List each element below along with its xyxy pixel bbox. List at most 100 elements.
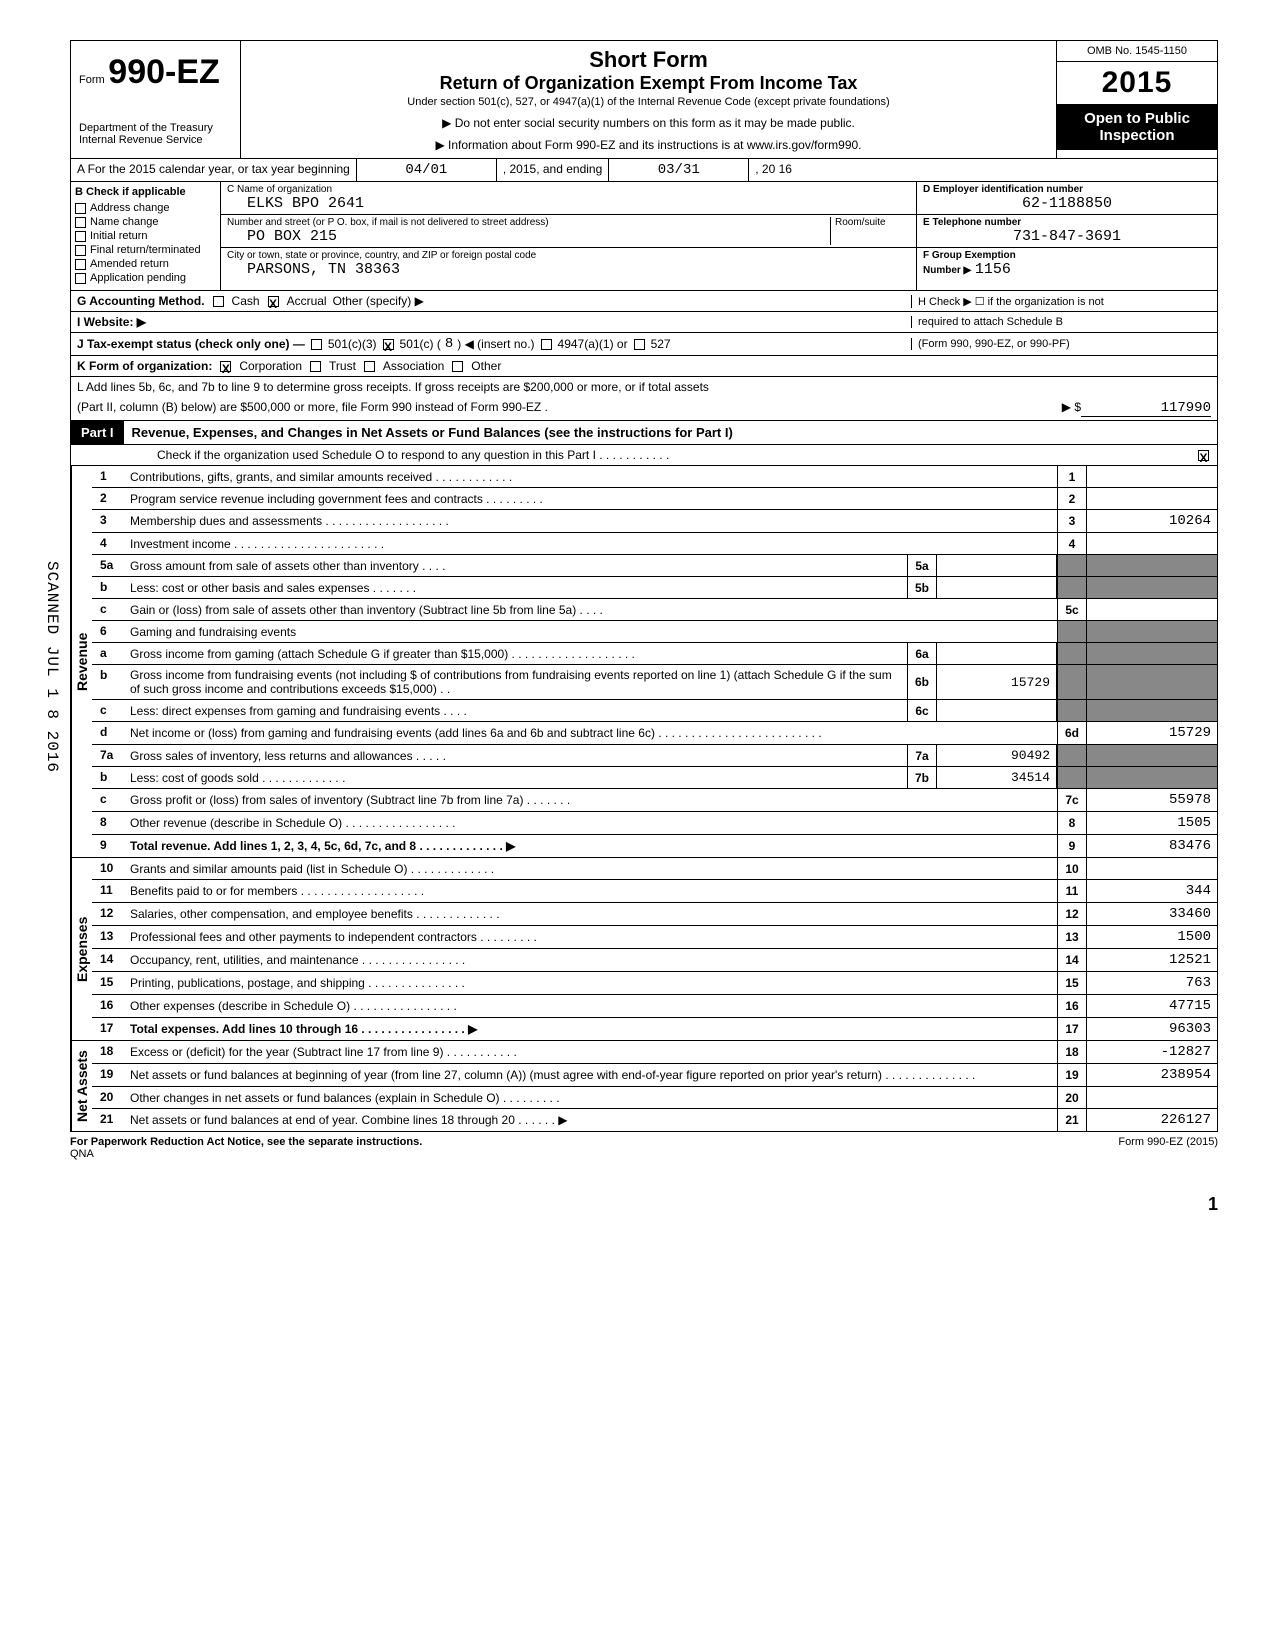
chk-schedule-o[interactable]: X <box>1198 450 1209 461</box>
gross-receipts: 117990 <box>1081 400 1211 417</box>
line-4-desc: Investment income . . . . . . . . . . . … <box>126 533 1057 554</box>
line-8-val: 1505 <box>1087 812 1217 834</box>
chk-initial-return[interactable]: Initial return <box>75 230 216 242</box>
line-20-desc: Other changes in net assets or fund bala… <box>126 1087 1057 1108</box>
line-19-desc: Net assets or fund balances at beginning… <box>126 1064 1057 1086</box>
line-15-val: 763 <box>1087 972 1217 994</box>
line-k-label: K Form of organization: <box>77 359 212 373</box>
chk-final-return[interactable]: Final return/terminated <box>75 244 216 256</box>
form-prefix: Form <box>79 74 105 86</box>
line-6c-mv <box>937 700 1057 721</box>
line-2-val <box>1087 488 1217 509</box>
chk-address-change[interactable]: Address change <box>75 202 216 214</box>
chk-association[interactable] <box>364 361 375 372</box>
line-17-desc: Total expenses. Add lines 10 through 16 … <box>126 1018 1057 1040</box>
line-6d-rn: 6d <box>1057 722 1087 744</box>
qna-label: QNA <box>70 1148 94 1160</box>
line-6-desc: Gaming and fundraising events <box>126 621 1057 642</box>
line-11-val: 344 <box>1087 880 1217 902</box>
tax-year-end: 03/31 <box>609 159 749 181</box>
title-short-form: Short Form <box>249 47 1048 73</box>
tax-year: 2015 <box>1057 62 1217 104</box>
paperwork-notice: For Paperwork Reduction Act Notice, see … <box>70 1136 422 1148</box>
col-b-checkboxes: B Check if applicable Address change Nam… <box>71 182 221 290</box>
row-a-suffix: , 20 16 <box>749 159 798 181</box>
line-7a-mn: 7a <box>907 745 937 766</box>
open-public-l1: Open to Public <box>1059 110 1215 127</box>
line-i: I Website: ▶ required to attach Schedule… <box>71 312 1217 333</box>
chk-501c3[interactable] <box>311 339 322 350</box>
irs-label: Internal Revenue Service <box>79 134 232 146</box>
other-specify-label: Other (specify) ▶ <box>333 294 424 308</box>
header-row: Form 990-EZ Department of the Treasury I… <box>71 41 1217 159</box>
org-street: PO BOX 215 <box>227 228 830 245</box>
chk-4947a1[interactable] <box>541 339 552 350</box>
col-de: D Employer identification number 62-1188… <box>917 182 1217 290</box>
org-city: PARSONS, TN 38363 <box>227 261 910 278</box>
group-exemption-label2: Number ▶ <box>923 265 971 276</box>
line-5b-mn: 5b <box>907 577 937 598</box>
footer: For Paperwork Reduction Act Notice, see … <box>70 1132 1218 1164</box>
line-6b-mn: 6b <box>907 665 937 699</box>
chk-name-change[interactable]: Name change <box>75 216 216 228</box>
year-prefix: 20 <box>1102 66 1137 99</box>
website-label: I Website: ▶ <box>77 315 146 329</box>
chk-accrual[interactable]: X <box>268 296 279 307</box>
chk-527[interactable] <box>634 339 645 350</box>
chk-trust[interactable] <box>310 361 321 372</box>
line-5a-desc: Gross amount from sale of assets other t… <box>126 555 907 576</box>
form-990ez: SCANNED JUL 1 8 2016 Form 990-EZ Departm… <box>70 40 1218 1132</box>
group-exemption-value: 1156 <box>975 261 1011 278</box>
line-1-desc: Contributions, gifts, grants, and simila… <box>126 466 1057 487</box>
line-k: K Form of organization: X Corporation Tru… <box>71 356 1217 377</box>
line-7b-mv: 34514 <box>937 767 1057 788</box>
line-g-label: G Accounting Method. <box>77 294 205 308</box>
row-a-label: A For the 2015 calendar year, or tax yea… <box>71 159 357 181</box>
line-9-desc: Total revenue. Add lines 1, 2, 3, 4, 5c,… <box>126 835 1057 857</box>
line-l: L Add lines 5b, 6c, and 7b to line 9 to … <box>71 377 1217 421</box>
line-7c-val: 55978 <box>1087 789 1217 811</box>
line-7a-desc: Gross sales of inventory, less returns a… <box>126 745 907 766</box>
line-1-val <box>1087 466 1217 487</box>
chk-501c-generic[interactable]: X <box>383 339 394 350</box>
line-3-desc: Membership dues and assessments . . . . … <box>126 510 1057 532</box>
revenue-vert-label: Revenue <box>71 466 92 857</box>
line-j-label: J Tax-exempt status (check only one) — <box>77 337 305 351</box>
chk-corporation[interactable]: X <box>220 361 231 372</box>
chk-label: Application pending <box>90 272 186 284</box>
page-number: 1 <box>70 1194 1218 1215</box>
line-h-label1: H Check ▶ ☐ if the organization is not <box>918 295 1211 308</box>
name-label: C Name of organization <box>227 184 910 195</box>
form-number: 990-EZ <box>108 53 220 91</box>
line-10-desc: Grants and similar amounts paid (list in… <box>126 858 1057 879</box>
corp-label: Corporation <box>239 359 302 373</box>
chk-cash[interactable] <box>213 296 224 307</box>
chk-amended-return[interactable]: Amended return <box>75 258 216 270</box>
chk-application-pending[interactable]: Application pending <box>75 272 216 284</box>
ein-value: 62-1188850 <box>923 195 1211 212</box>
chk-label: Name change <box>90 216 159 228</box>
form-footer-right: Form 990-EZ (2015) <box>1118 1136 1218 1160</box>
line-21-desc: Net assets or fund balances at end of ye… <box>126 1109 1057 1131</box>
line-12-val: 33460 <box>1087 903 1217 925</box>
ein-label: D Employer identification number <box>923 184 1211 195</box>
accrual-label: Accrual <box>287 294 327 308</box>
room-label: Room/suite <box>835 217 910 228</box>
col-b-heading: B Check if applicable <box>75 186 216 198</box>
4947a1-label: 4947(a)(1) or <box>558 337 628 351</box>
part-1-tag: Part I <box>71 421 124 444</box>
line-21-val: 226127 <box>1087 1109 1217 1131</box>
group-exemption-label: F Group Exemption <box>923 250 1211 261</box>
line-h-label3: (Form 990, 990-EZ, or 990-PF) <box>918 338 1211 350</box>
chk-other-org[interactable] <box>452 361 463 372</box>
year-bold: 15 <box>1137 66 1172 99</box>
scanned-stamp: SCANNED JUL 1 8 2016 <box>43 561 61 773</box>
chk-label: Amended return <box>90 258 169 270</box>
revenue-section: Revenue 1Contributions, gifts, grants, a… <box>71 466 1217 858</box>
line-6b-desc: Gross income from fundraising events (no… <box>126 665 907 699</box>
line-6d-val: 15729 <box>1087 722 1217 744</box>
line-g-h: G Accounting Method. Cash XAccrual Other… <box>71 291 1217 312</box>
trust-label: Trust <box>329 359 356 373</box>
line-5a-mn: 5a <box>907 555 937 576</box>
form-id-block: Form 990-EZ Department of the Treasury I… <box>71 41 241 158</box>
